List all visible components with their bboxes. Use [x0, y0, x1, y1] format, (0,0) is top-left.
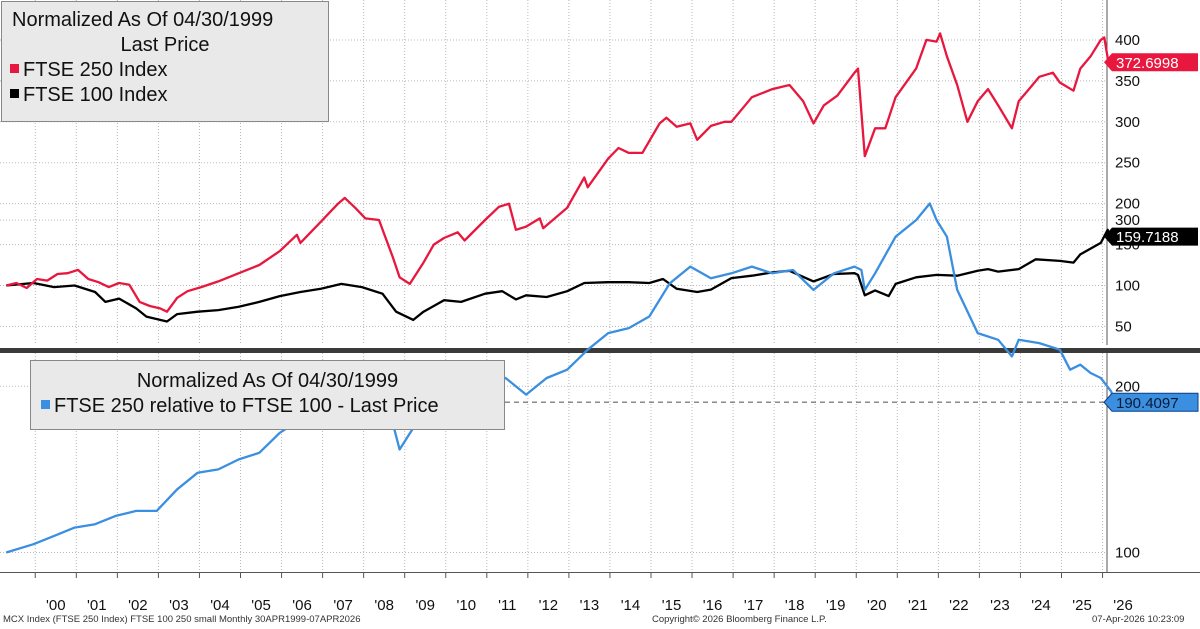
- x-tick-label: '12: [539, 597, 559, 614]
- relative-legend-label: FTSE 250 relative to FTSE 100 - Last Pri…: [54, 395, 439, 417]
- labels-layer: 159.7188 372.6998 190.4097: [1103, 53, 1199, 412]
- x-tick-label: '22: [949, 597, 969, 614]
- y-tick-label-top: 250: [1115, 155, 1140, 172]
- legend-item-ftse-250: FTSE 250 Index: [10, 58, 320, 83]
- ftse-250-legend-label: FTSE 250 Index: [23, 59, 168, 81]
- x-tick-label: '16: [703, 597, 723, 614]
- y-tick-label-top: 100: [1115, 278, 1140, 295]
- x-tick-label: '23: [990, 597, 1010, 614]
- legend-item-ftse-100: FTSE 100 Index: [10, 83, 320, 108]
- relative-line: [5, 202, 1116, 554]
- ftse-100-last-value-label: 159.7188: [1116, 229, 1179, 246]
- x-tick-label: '05: [251, 597, 271, 614]
- x-tick-label: '17: [744, 597, 764, 614]
- relative-last-value-tag: [1103, 392, 1199, 412]
- x-tick-label: '04: [210, 597, 230, 614]
- y-tick-label-bottom: 200: [1115, 378, 1140, 395]
- ftse-250-line: [5, 32, 1116, 313]
- x-tick-label: '09: [415, 597, 435, 614]
- y-tick-label-top: 350: [1115, 73, 1140, 90]
- top-legend: Normalized As Of 04/30/1999 Last Price F…: [1, 1, 329, 122]
- footer-left: MCX Index (FTSE 250 Index) FTSE 100 250 …: [3, 614, 361, 625]
- x-tick-label: '14: [621, 597, 641, 614]
- y-tick-label-top: 200: [1115, 196, 1140, 213]
- y-tick-label-top: 400: [1115, 32, 1140, 49]
- x-tick-label: '20: [867, 597, 887, 614]
- footer-right: 07-Apr-2026 10:23:09: [1092, 614, 1185, 625]
- x-tick-label: '03: [169, 597, 189, 614]
- x-tick-label: '06: [292, 597, 312, 614]
- x-tick-label: '19: [826, 597, 846, 614]
- x-tick-label: '00: [46, 597, 66, 614]
- x-tick-label: '07: [333, 597, 353, 614]
- y-tick-label-bottom: 100: [1115, 545, 1140, 562]
- series-layer: [5, 32, 1116, 554]
- x-tick-label: '24: [1031, 597, 1051, 614]
- x-tick-label: '11: [498, 597, 516, 614]
- x-tick-label: '21: [908, 597, 928, 614]
- x-tick-label: '13: [580, 597, 600, 614]
- x-tick-label: '26: [1113, 597, 1133, 614]
- y-tick-label-bottom: 300: [1115, 212, 1140, 229]
- x-tick-label: '25: [1072, 597, 1092, 614]
- top-legend-subtitle: Last Price: [120, 34, 210, 56]
- legend-item-relative: FTSE 250 relative to FTSE 100 - Last Pri…: [41, 394, 494, 419]
- relative-last-value-label: 190.4097: [1116, 395, 1179, 412]
- bottom-legend-title: Normalized As Of 04/30/1999: [136, 370, 399, 392]
- y-tick-label-top: 50: [1115, 318, 1132, 335]
- y-tick-label-top: 300: [1115, 114, 1140, 131]
- ftse-250-last-value-tag: [1104, 53, 1198, 72]
- ftse-100-line: [6, 228, 1116, 323]
- bottom-legend: Normalized As Of 04/30/1999 FTSE 250 rel…: [30, 360, 505, 430]
- ftse-250-last-value-label: 372.6998: [1116, 55, 1179, 72]
- footer-center: Copyright© 2026 Bloomberg Finance L.P.: [652, 614, 827, 625]
- top-legend-title: Normalized As Of 04/30/1999: [12, 9, 274, 31]
- x-tick-label: '08: [374, 597, 394, 614]
- ftse-100-last-value-tag: [1104, 227, 1198, 246]
- ftse-100-swatch: [10, 89, 19, 99]
- x-tick-label: '15: [662, 597, 682, 614]
- ftse-100-legend-label: FTSE 100 Index: [23, 84, 168, 106]
- relative-swatch: [41, 400, 50, 410]
- x-tick-label: '18: [785, 597, 805, 614]
- x-tick-label: '10: [456, 597, 476, 614]
- x-tick-label: '01: [87, 597, 107, 614]
- x-tick-label: '02: [128, 597, 148, 614]
- ftse-250-swatch: [10, 64, 19, 74]
- panel-separator: [0, 348, 1200, 353]
